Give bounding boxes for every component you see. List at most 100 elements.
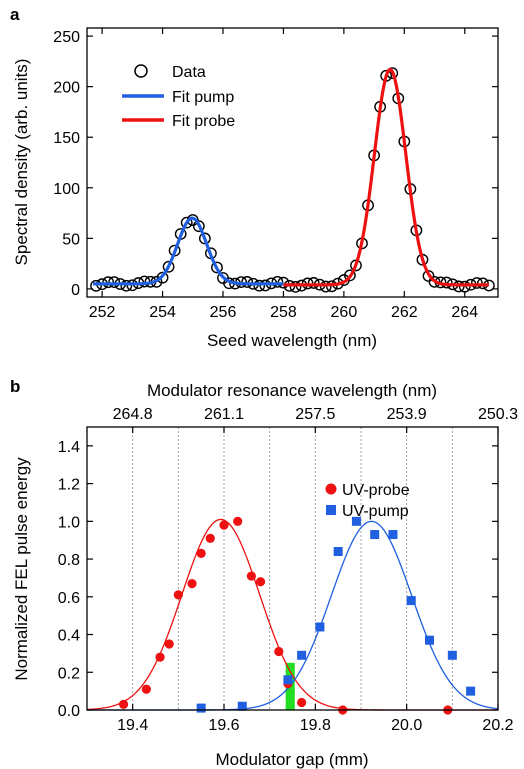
uv-probe-point — [274, 646, 284, 657]
x-tick-label: 262 — [391, 304, 418, 321]
x-tick-label: 20.0 — [391, 717, 422, 734]
top-tick-label: 250.3 — [478, 406, 518, 423]
uv-pump-point — [297, 650, 307, 660]
panel-a-ticks: 252 254 256 258 260 262 264 0 50 100 150 200 250 — [53, 28, 498, 321]
top-tick-label: 264.8 — [113, 406, 153, 423]
legend-probe-label: Fit probe — [172, 113, 235, 130]
data-point — [307, 277, 320, 289]
y-tick-label: 200 — [53, 80, 80, 97]
x-tick-label: 254 — [149, 304, 176, 321]
legend-pump-label: Fit pump — [172, 89, 234, 106]
legend-data-marker — [134, 64, 148, 78]
legend-uv-probe-label: UV-probe — [342, 482, 410, 499]
uv-pump-point — [351, 516, 361, 526]
uv-pump-fit-curve — [87, 520, 499, 711]
uv-pump-point — [283, 675, 293, 685]
data-point — [211, 261, 223, 274]
data-point — [108, 276, 121, 288]
legend-data-label: Data — [172, 64, 206, 81]
x-tick-label: 19.8 — [300, 717, 331, 734]
panel-label-a: a — [10, 5, 20, 24]
y-tick-label: 0.4 — [58, 628, 80, 645]
uv-pump-point — [425, 635, 434, 645]
uv-pump-point — [196, 703, 206, 713]
panel-a-legend: Data Fit pump Fit probe — [122, 64, 235, 130]
panel-a-data-markers — [90, 67, 495, 293]
panel-b-plot-frame — [86, 426, 499, 711]
uv-probe-point — [187, 578, 197, 589]
uv-probe-point — [255, 577, 266, 587]
x-tick-label: 19.6 — [208, 717, 239, 734]
data-point — [253, 279, 266, 292]
y-tick-label: 50 — [62, 231, 80, 248]
uv-probe-point — [233, 516, 243, 526]
legend-uv-pump-label: UV-pump — [342, 503, 409, 520]
data-point — [192, 220, 205, 233]
legend-uv-pump-marker — [326, 505, 336, 515]
y-tick-label: 100 — [53, 181, 80, 198]
panel-b-data-points — [118, 516, 476, 715]
uv-probe-point — [164, 639, 174, 649]
uv-probe-point — [219, 520, 229, 530]
uv-pump-point — [315, 622, 325, 632]
uv-pump-point — [333, 547, 343, 557]
fit-probe-line — [283, 67, 489, 287]
uv-pump-point — [447, 650, 457, 660]
panel-b-gridlines — [132, 427, 499, 710]
y-tick-label: 150 — [53, 130, 80, 147]
top-tick-label: 261.1 — [204, 406, 244, 423]
data-point — [344, 269, 356, 282]
x-tick-label: 19.4 — [117, 717, 148, 734]
x-tick-label: 256 — [210, 304, 237, 321]
legend-uv-probe-marker — [325, 483, 337, 495]
data-point — [470, 277, 483, 289]
data-point — [458, 280, 471, 293]
uv-pump-point — [370, 530, 380, 540]
y-tick-label: 0.2 — [58, 665, 80, 682]
y-tick-label: 250 — [53, 29, 80, 46]
x-tick-label: 258 — [270, 304, 297, 321]
data-point — [289, 280, 302, 293]
uv-pump-point — [406, 596, 416, 606]
uv-pump-point — [466, 686, 476, 696]
panel-a-plot-frame — [86, 27, 499, 298]
panel-b-x-axis-label: Modulator gap (mm) — [215, 750, 368, 769]
panel-a-chart: 252 254 256 258 260 262 264 0 50 100 150 200 250 Dat… — [12, 27, 499, 350]
top-tick-label: 257.5 — [295, 406, 335, 423]
x-tick-label: 264 — [451, 304, 478, 321]
data-point — [319, 280, 332, 293]
uv-probe-point — [297, 697, 307, 708]
panel-a-fit-lines — [93, 67, 489, 287]
uv-probe-point — [173, 590, 183, 600]
data-point — [180, 216, 193, 229]
panel-b-y-axis-label: Normalized FEL pulse energy — [12, 457, 31, 681]
data-point — [241, 276, 254, 288]
uv-pump-point — [237, 701, 247, 711]
panel-b-top-axis-label: Modulator resonance wavelength (nm) — [147, 381, 437, 400]
fit-pump-line — [93, 216, 284, 286]
panel-a-y-axis-label: Spectral density (arb. units) — [12, 59, 31, 266]
uv-probe-point — [118, 699, 129, 709]
y-tick-label: 0 — [71, 282, 80, 299]
data-point — [120, 279, 133, 292]
panel-b-legend: UV-probe UV-pump — [325, 482, 410, 520]
uv-probe-point — [205, 533, 215, 543]
y-tick-label: 0.0 — [58, 703, 80, 720]
x-tick-label: 260 — [331, 304, 358, 321]
panel-a-x-axis-label: Seed wavelength (nm) — [207, 331, 377, 350]
panel-b-chart: Modulator resonance wavelength (nm) 19.4… — [12, 381, 518, 769]
y-tick-label: 1.0 — [58, 514, 80, 531]
x-tick-label: 20.2 — [482, 717, 513, 734]
uv-probe-point — [155, 652, 165, 662]
y-tick-label: 1.4 — [58, 439, 80, 456]
data-point — [271, 275, 284, 288]
panel-b-ticks: 19.4 19.6 19.8 20.0 20.2 264.8 261.1 257.5 253.9… — [58, 406, 518, 734]
y-tick-label: 1.2 — [58, 477, 80, 494]
data-point — [162, 260, 175, 273]
uv-probe-point — [246, 571, 256, 581]
y-tick-label: 0.8 — [58, 552, 80, 569]
data-point — [156, 271, 169, 284]
uv-pump-point — [388, 530, 398, 540]
y-tick-label: 0.6 — [58, 590, 80, 607]
